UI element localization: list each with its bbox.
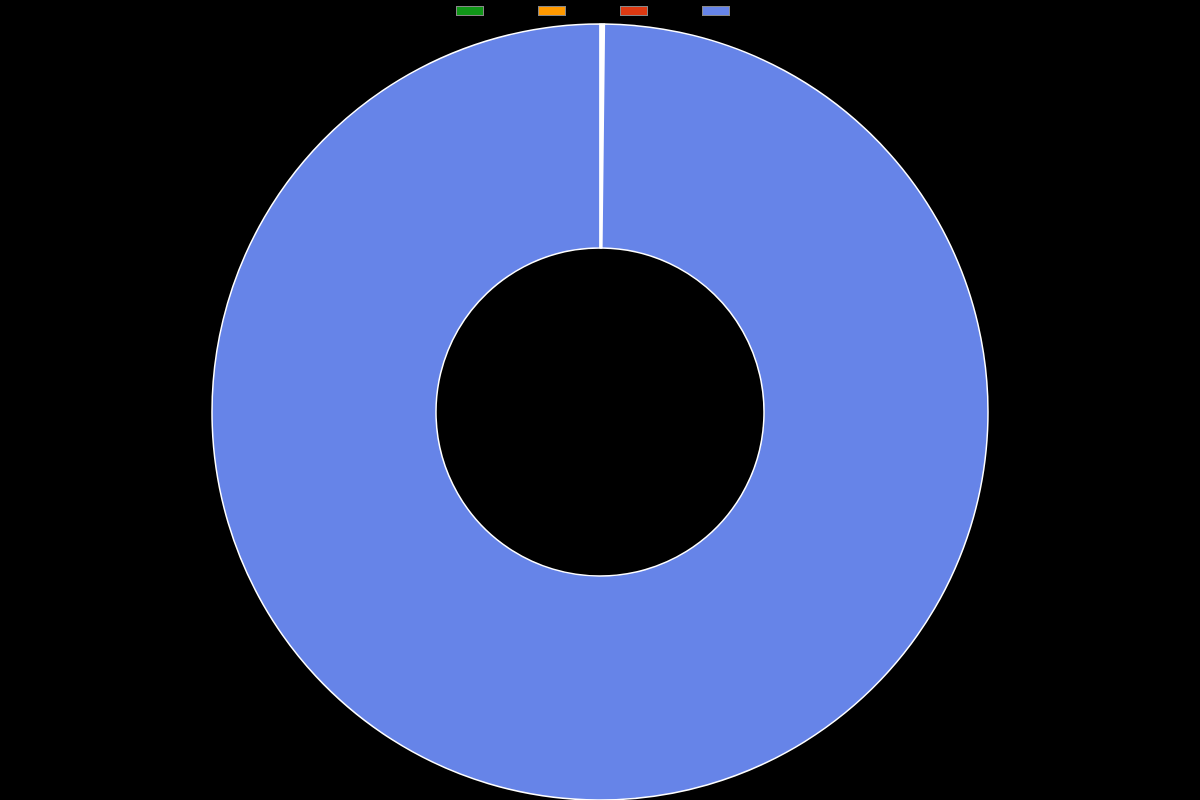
legend-item[interactable] — [538, 6, 580, 16]
legend-swatch — [538, 6, 566, 16]
chart-legend — [0, 6, 1200, 16]
legend-item[interactable] — [702, 6, 744, 16]
legend-item[interactable] — [456, 6, 498, 16]
donut-chart — [210, 22, 990, 800]
legend-item[interactable] — [620, 6, 662, 16]
legend-swatch — [456, 6, 484, 16]
legend-swatch — [702, 6, 730, 16]
legend-swatch — [620, 6, 648, 16]
donut-svg — [210, 22, 990, 800]
chart-canvas — [0, 0, 1200, 800]
